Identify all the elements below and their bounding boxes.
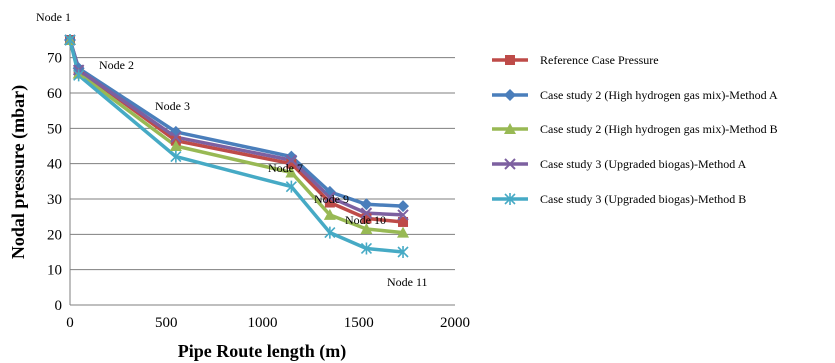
x-marker	[397, 209, 409, 221]
square-marker	[286, 158, 297, 169]
series-markers	[64, 34, 410, 258]
triangle-marker	[504, 123, 516, 134]
node-annotation: Node 10	[345, 213, 386, 227]
x-tick-label: 500	[155, 315, 178, 331]
x-marker	[285, 154, 298, 166]
star-marker	[170, 150, 182, 163]
legend-label: Case study 2 (High hydrogen gas mix)-Met…	[540, 122, 778, 136]
star-marker	[285, 180, 297, 193]
star-marker	[64, 34, 76, 46]
x-marker	[504, 158, 516, 170]
legend: Reference Case Pressure Case study 2 (Hig…	[492, 53, 778, 206]
gridlines	[70, 57, 455, 271]
legend-label: Case study 2 (High hydrogen gas mix)-Met…	[540, 88, 778, 102]
axes	[69, 40, 455, 306]
triangle-marker	[169, 140, 182, 151]
x-marker	[324, 191, 336, 203]
y-tick-label: 30	[47, 192, 62, 208]
node-annotation: Node 9	[314, 192, 349, 206]
triangle-marker	[285, 166, 298, 178]
x-marker	[360, 207, 373, 219]
x-tick-label: 1500	[344, 315, 374, 331]
x-tick-label: 2000	[440, 315, 470, 331]
node-annotation: Node 7	[268, 161, 303, 175]
star-marker	[324, 226, 336, 239]
diamond-marker	[360, 198, 373, 211]
diamond-marker	[285, 150, 298, 163]
star-marker	[360, 242, 373, 255]
diamond-marker	[504, 89, 516, 101]
legend-label: Case study 3 (Upgraded biogas)-Method A	[540, 157, 747, 171]
legend-label: Reference Case Pressure	[540, 53, 659, 67]
star-marker	[73, 69, 85, 82]
y-tick-label: 40	[47, 157, 62, 173]
y-tick-label: 0	[55, 298, 63, 314]
x-tick-label: 0	[66, 315, 74, 331]
y-axis-title: Nodal pressure (mbar)	[8, 85, 29, 259]
square-marker	[361, 213, 372, 224]
y-tick-label: 10	[47, 263, 62, 279]
y-tick-label: 20	[47, 227, 62, 243]
triangle-marker	[397, 226, 410, 238]
node-annotation: Node 2	[99, 58, 134, 72]
node-annotation: Node 3	[155, 99, 190, 113]
node-annotation: Node 1	[36, 10, 71, 24]
x-tick-labels: 0 500 1000 1500 2000	[66, 315, 470, 331]
x-marker	[170, 131, 182, 143]
star-marker	[397, 246, 409, 258]
star-marker	[504, 193, 516, 205]
node-annotations: Node 1 Node 2 Node 3 Node 7 Node 9 Node 10 Nod…	[36, 10, 428, 289]
y-tick-label: 70	[47, 51, 62, 67]
square-marker	[398, 216, 409, 227]
y-tick-labels: 0 10 20 30 40 50 60 70	[47, 51, 62, 314]
square-marker	[505, 55, 515, 65]
y-tick-label: 50	[47, 121, 62, 137]
legend-label: Case study 3 (Upgraded biogas)-Method B	[540, 192, 746, 206]
node-annotation: Node 11	[387, 275, 428, 289]
diamond-marker	[397, 200, 410, 213]
x-tick-label: 1000	[248, 315, 278, 331]
triangle-marker	[323, 208, 336, 220]
triangle-marker	[360, 223, 373, 235]
x-axis-title: Pipe Route length (m)	[178, 341, 346, 362]
square-marker	[324, 197, 335, 208]
y-tick-label: 60	[47, 86, 62, 102]
